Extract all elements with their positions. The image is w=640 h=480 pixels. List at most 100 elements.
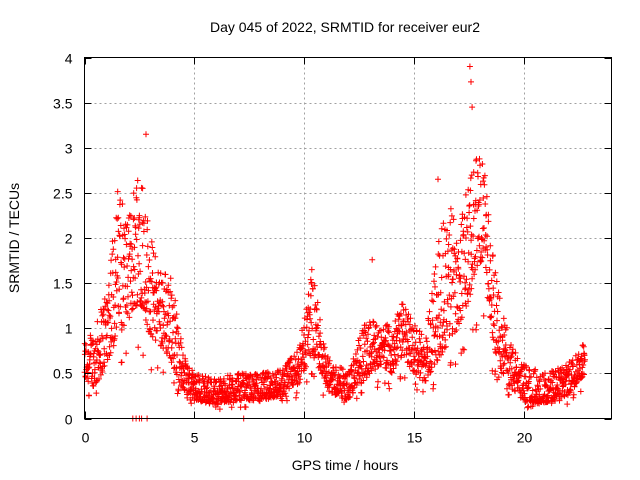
data-point (467, 223, 474, 230)
data-point (142, 279, 149, 285)
data-point (461, 346, 468, 353)
data-point (370, 340, 376, 347)
data-point (468, 78, 474, 85)
data-point (118, 359, 125, 366)
data-point (353, 395, 360, 402)
data-point (85, 392, 92, 399)
data-point (211, 399, 218, 406)
data-point (159, 334, 166, 341)
data-point (104, 319, 111, 326)
data-point (124, 283, 131, 290)
data-point (447, 266, 454, 273)
data-point (523, 364, 530, 371)
data-point (429, 297, 435, 304)
data-point (120, 322, 127, 329)
data-point (470, 169, 477, 176)
data-point (291, 364, 298, 371)
data-point (123, 308, 130, 315)
data-point (311, 373, 317, 380)
data-point (481, 181, 488, 188)
data-point (114, 188, 121, 195)
data-point (378, 334, 385, 341)
data-point (480, 178, 487, 185)
data-point (494, 308, 501, 315)
data-point (368, 353, 375, 360)
data-point (435, 176, 441, 183)
y-tick-label: 0 (65, 412, 73, 428)
data-point (544, 393, 551, 400)
data-point (148, 238, 155, 245)
data-point (195, 371, 202, 378)
data-point (452, 310, 459, 317)
data-point (431, 361, 438, 368)
data-point (303, 378, 310, 385)
data-point (121, 264, 128, 271)
data-point (431, 347, 438, 354)
data-points (81, 63, 588, 422)
data-point (167, 288, 174, 295)
data-point (391, 351, 398, 358)
data-point (432, 328, 439, 335)
data-point (152, 253, 159, 260)
data-point (491, 322, 498, 329)
data-point (250, 377, 257, 384)
data-point (462, 191, 469, 198)
data-point (512, 349, 519, 356)
data-point (129, 256, 136, 263)
data-point (162, 271, 169, 278)
data-point (495, 338, 502, 345)
data-point (341, 399, 348, 406)
data-point (146, 257, 153, 263)
data-point (105, 307, 112, 314)
data-point (126, 251, 133, 258)
data-point (508, 342, 514, 348)
data-point (529, 403, 536, 410)
data-point (388, 369, 395, 376)
data-point (138, 294, 145, 301)
y-tick-label: 0.5 (53, 366, 73, 382)
data-point (536, 377, 542, 384)
data-point (494, 317, 500, 324)
data-point (363, 371, 370, 378)
data-point (305, 331, 312, 338)
data-point (432, 263, 439, 270)
data-point (370, 319, 377, 326)
data-point (220, 375, 227, 382)
data-point (434, 357, 441, 364)
data-point (438, 351, 444, 358)
data-point (468, 237, 475, 244)
data-point (155, 303, 162, 309)
data-point (393, 334, 400, 341)
data-point (160, 322, 167, 329)
data-point (417, 339, 424, 346)
data-point (168, 295, 175, 302)
data-point (457, 275, 464, 282)
data-point (385, 323, 392, 330)
data-point (296, 373, 302, 380)
data-point (344, 380, 350, 387)
data-point (320, 392, 327, 399)
data-point (476, 155, 483, 162)
data-point (488, 277, 495, 284)
grid (84, 57, 612, 419)
data-point (111, 335, 118, 342)
data-point (186, 379, 192, 386)
data-point (484, 233, 491, 240)
data-point (496, 346, 503, 353)
data-point (130, 190, 137, 197)
data-point (483, 269, 490, 276)
data-point (360, 358, 367, 365)
data-point (102, 303, 109, 310)
data-point (128, 306, 135, 313)
data-point (100, 311, 107, 318)
data-point (132, 275, 139, 282)
data-point (117, 197, 124, 204)
data-point (143, 252, 150, 258)
data-point (168, 292, 175, 299)
data-point (234, 371, 241, 378)
data-point (307, 315, 314, 322)
data-point (537, 385, 544, 392)
data-point (479, 161, 486, 167)
data-point (371, 332, 378, 339)
data-point (124, 221, 131, 228)
